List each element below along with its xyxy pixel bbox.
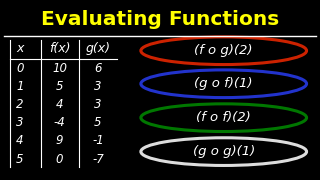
Text: 4: 4 [16,134,24,147]
Text: (f o f)(2): (f o f)(2) [196,111,251,124]
Text: 10: 10 [52,62,67,75]
Text: f(x): f(x) [49,42,70,55]
Text: 5: 5 [16,153,24,166]
Text: 1: 1 [16,80,24,93]
Text: 6: 6 [94,62,102,75]
Text: x: x [16,42,23,55]
Text: -4: -4 [54,116,66,129]
Text: Evaluating Functions: Evaluating Functions [41,10,279,29]
Text: 0: 0 [16,62,24,75]
Text: g(x): g(x) [85,42,110,55]
Text: 0: 0 [56,153,63,166]
Text: 4: 4 [56,98,63,111]
Text: (g o f)(1): (g o f)(1) [195,77,253,90]
Text: -1: -1 [92,134,104,147]
Text: 3: 3 [16,116,24,129]
Text: 5: 5 [94,116,102,129]
Text: 3: 3 [94,80,102,93]
Text: 2: 2 [16,98,24,111]
Text: 9: 9 [56,134,63,147]
Text: (g o g)(1): (g o g)(1) [193,145,255,158]
Text: -7: -7 [92,153,104,166]
Text: 5: 5 [56,80,63,93]
Text: (f o g)(2): (f o g)(2) [195,44,253,57]
Text: 3: 3 [94,98,102,111]
